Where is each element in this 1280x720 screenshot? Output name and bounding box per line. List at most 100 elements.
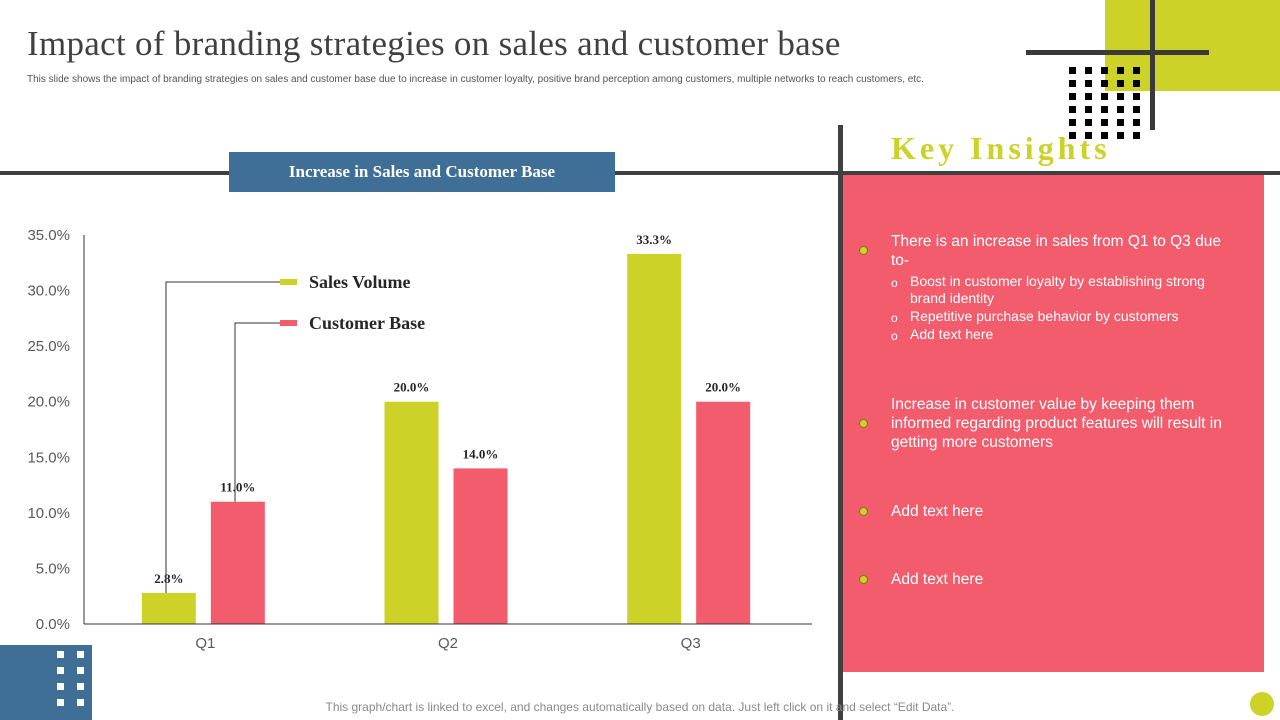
decorative-dot bbox=[77, 667, 84, 674]
data-label: 11.0% bbox=[220, 480, 255, 495]
page-subtitle: This slide shows the impact of branding … bbox=[27, 74, 924, 85]
divider-line bbox=[843, 171, 1280, 175]
bar-customer-base bbox=[696, 401, 751, 624]
sub-bullet-marker: o bbox=[891, 329, 898, 343]
decorative-dot bbox=[1117, 106, 1124, 113]
bar-sales-volume bbox=[627, 253, 682, 624]
footnote: This graph/chart is linked to excel, and… bbox=[325, 700, 955, 714]
y-tick-label: 10.0% bbox=[27, 505, 70, 522]
decorative-dot bbox=[1117, 93, 1124, 100]
data-label: 14.0% bbox=[463, 446, 499, 461]
bar-sales-volume bbox=[384, 401, 439, 624]
decorative-dot bbox=[57, 699, 64, 706]
y-tick-label: 15.0% bbox=[27, 449, 70, 466]
insight-subitem: Repetitive purchase behavior by customer… bbox=[910, 308, 1179, 324]
decorative-dot bbox=[1133, 119, 1140, 126]
decorative-dot bbox=[1069, 80, 1076, 87]
decorative-dot bbox=[1101, 106, 1108, 113]
decorative-dot bbox=[77, 699, 84, 706]
decorative-dot bbox=[1133, 106, 1140, 113]
x-axis: Q1 Q2 Q3 bbox=[84, 623, 812, 652]
bullet-icon bbox=[859, 575, 868, 584]
decorative-dot bbox=[1085, 119, 1092, 126]
decorative-dot bbox=[77, 651, 84, 658]
insight-subitem: Boost in customer loyalty by establishin… bbox=[910, 273, 1205, 306]
insight-item-3: Add text here bbox=[891, 503, 984, 520]
decorative-dot bbox=[1117, 67, 1124, 74]
data-labels: 2.8% 11.0% 20.0% 14.0% 33.3% 20.0% bbox=[154, 232, 741, 586]
decorative-dot bbox=[1133, 67, 1140, 74]
data-label: 2.8% bbox=[154, 571, 183, 586]
insights-title: Key Insights bbox=[891, 130, 1111, 166]
decorative-dot bbox=[1085, 106, 1092, 113]
decorative-dot bbox=[1069, 67, 1076, 74]
decorative-dot-grid bbox=[57, 651, 87, 716]
bar-customer-base bbox=[210, 501, 265, 624]
insight-item-1: There is an increase in sales from Q1 to… bbox=[891, 233, 1221, 269]
decorative-dot bbox=[1085, 93, 1092, 100]
decorative-dot bbox=[57, 683, 64, 690]
legend-label: Customer Base bbox=[309, 313, 425, 333]
decorative-dot bbox=[1069, 106, 1076, 113]
decorative-dot bbox=[77, 683, 84, 690]
y-tick-label: 35.0% bbox=[27, 227, 70, 244]
decorative-dot bbox=[1085, 80, 1092, 87]
insights-panel: There is an increase in sales from Q1 to… bbox=[843, 175, 1264, 672]
bar-sales-volume bbox=[141, 592, 196, 624]
decorative-blue-block bbox=[0, 645, 92, 720]
sub-bullet-marker: o bbox=[891, 311, 898, 325]
decorative-dot bbox=[1133, 132, 1140, 139]
decorative-dot bbox=[1069, 132, 1076, 139]
decorative-dot bbox=[57, 651, 64, 658]
y-tick-label: 30.0% bbox=[27, 283, 70, 300]
decorative-dot bbox=[1133, 80, 1140, 87]
bar-chart: 0.0% 5.0% 10.0% 15.0% 20.0% 25.0% 30.0% 35.0% 2… bbox=[27, 227, 812, 652]
legend-swatch bbox=[280, 279, 297, 285]
bullet-icon bbox=[859, 507, 868, 516]
x-tick-label: Q2 bbox=[438, 635, 458, 652]
bar-customer-base bbox=[453, 468, 508, 624]
decorative-dot bbox=[1085, 132, 1092, 139]
x-tick-label: Q3 bbox=[681, 635, 701, 652]
sub-bullet-marker: o bbox=[891, 276, 898, 290]
legend-leader-line bbox=[234, 322, 280, 502]
y-tick-label: 25.0% bbox=[27, 338, 70, 355]
decorative-dot bbox=[1133, 93, 1140, 100]
decorative-circle bbox=[1250, 692, 1274, 716]
insight-subitem: Add text here bbox=[910, 326, 994, 342]
decorative-dot bbox=[1117, 132, 1124, 139]
bullet-icon bbox=[859, 246, 868, 255]
legend-label: Sales Volume bbox=[309, 272, 411, 292]
decorative-dot bbox=[1117, 119, 1124, 126]
decorative-dot-grid bbox=[1069, 67, 1140, 147]
vertical-divider bbox=[838, 125, 843, 720]
decorative-dot bbox=[1069, 119, 1076, 126]
bars bbox=[141, 253, 751, 624]
legend-leader-line bbox=[165, 281, 280, 593]
page-title: Impact of branding strategies on sales a… bbox=[27, 24, 841, 63]
data-label: 20.0% bbox=[394, 380, 430, 395]
y-tick-label: 5.0% bbox=[36, 560, 70, 577]
decorative-line-horizontal bbox=[1026, 50, 1209, 55]
decorative-line-vertical bbox=[1150, 0, 1155, 130]
data-label: 33.3% bbox=[636, 232, 672, 247]
decorative-dot bbox=[1085, 67, 1092, 74]
decorative-green-block bbox=[1105, 0, 1280, 91]
y-tick-label: 0.0% bbox=[36, 616, 70, 633]
decorative-dot bbox=[1101, 93, 1108, 100]
legend: Sales Volume Customer Base bbox=[165, 272, 425, 593]
decorative-dot bbox=[1117, 80, 1124, 87]
decorative-dot bbox=[57, 667, 64, 674]
decorative-dot bbox=[1069, 93, 1076, 100]
decorative-dot bbox=[1101, 132, 1108, 139]
y-tick-label: 20.0% bbox=[27, 394, 70, 411]
insight-item-2: Increase in customer value by keeping th… bbox=[891, 396, 1222, 451]
bullet-icon bbox=[859, 419, 868, 428]
decorative-dot bbox=[1101, 80, 1108, 87]
insight-item-4: Add text here bbox=[891, 571, 984, 588]
legend-swatch bbox=[280, 320, 297, 326]
chart-header: Increase in Sales and Customer Base bbox=[229, 152, 615, 192]
x-tick-label: Q1 bbox=[195, 635, 215, 652]
data-label: 20.0% bbox=[705, 380, 741, 395]
decorative-dot bbox=[1101, 119, 1108, 126]
